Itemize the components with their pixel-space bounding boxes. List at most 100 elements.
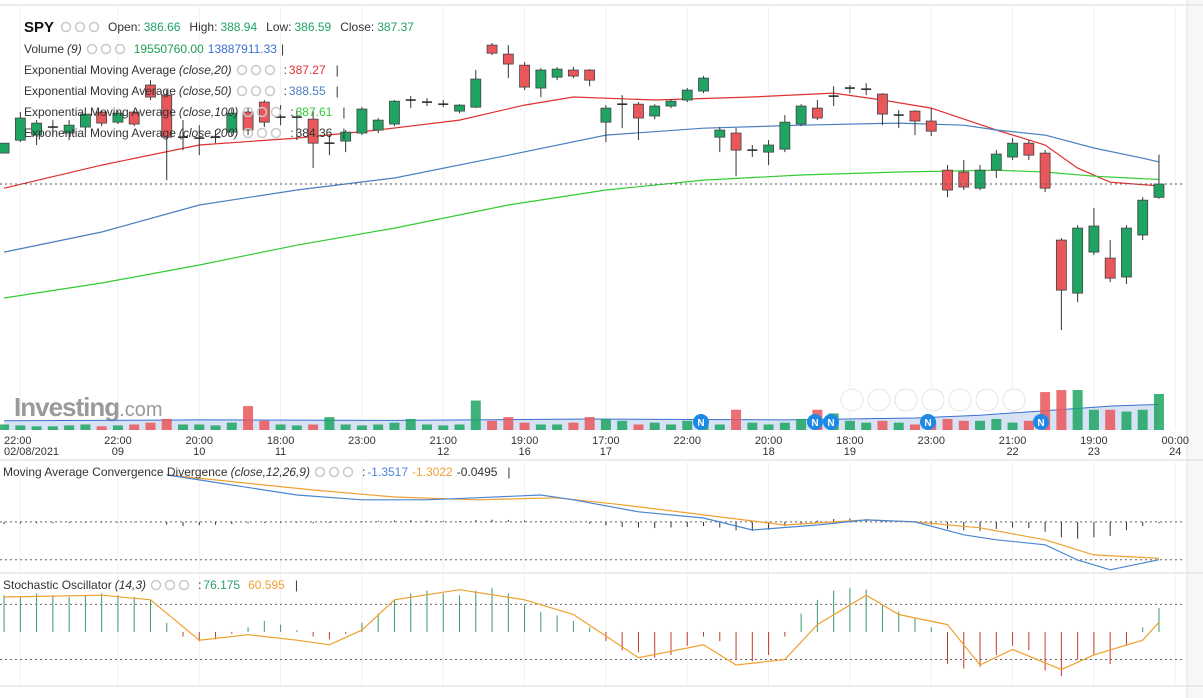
macd-line [166,474,1160,571]
legend-icons[interactable] [242,127,286,139]
indicator-value: 387.27 [288,63,326,77]
legend-icons[interactable] [236,85,280,97]
candle-body [665,100,677,107]
volume-bar [1105,409,1116,430]
candle-body [372,119,384,131]
legend-icon [271,127,282,139]
indicator-params: (14,3) [114,578,147,592]
candle-body [649,105,661,117]
legend-icon [271,106,282,118]
news-marker-label: N [1037,418,1044,429]
legend-icon [264,64,275,76]
separator: : [283,84,287,98]
indicator-name: Exponential Moving Average [24,84,176,98]
volume-bar [1153,393,1164,430]
volume-bar [893,422,904,430]
zoom-button [948,388,972,412]
legend-icons[interactable] [86,43,130,55]
volume-bar [0,424,10,430]
indicator-value: 384.36 [295,126,333,140]
separator: | [507,465,511,479]
volume-bar [1088,409,1099,430]
volume-bar [356,425,367,430]
legend-icon [150,579,162,591]
candle-body [877,93,888,115]
volume-bar [161,418,172,430]
candle-body [340,131,352,142]
news-marker-label: N [697,418,704,429]
zoom-button [1002,388,1026,412]
volume-bar [991,418,1002,430]
news-marker [823,414,839,430]
legend-icons[interactable] [242,106,286,118]
volume-bar [665,424,676,430]
volume-bar [731,409,742,430]
candle-body [1072,227,1084,294]
indicator-value: 387.61 [295,105,333,119]
candle-body [1007,142,1018,158]
candle-body [1153,183,1165,198]
volume-bar [129,424,140,430]
legend-icon [328,466,340,478]
volume-value: 19550760.00 [133,42,204,56]
candle-body [307,118,319,144]
volume-bar [15,425,26,430]
x-tick-date: 18 [762,446,774,458]
candle-body [714,129,726,138]
legend-icon [236,64,247,76]
legend-icons[interactable] [60,21,104,33]
volume-bar [942,418,953,430]
x-tick-label: 17:00 [592,435,620,447]
separator: : [290,126,294,140]
candle-body [470,78,482,108]
volume-bar [617,420,628,430]
volume-bar [1137,409,1148,430]
legend-icons[interactable] [150,579,194,591]
separator: | [342,105,346,119]
volume-bar [519,422,530,430]
x-tick-label: 00:00 [1161,435,1189,447]
candle-body [0,142,10,154]
zoom-button [975,388,999,412]
x-tick-date: 11 [275,446,286,458]
legend-icons[interactable] [236,64,280,76]
volume-bar [405,418,416,430]
x-tick-label: 22:00 [104,435,132,447]
volume-ma-value: 13887911.33 [207,42,277,56]
candle-body [1023,142,1035,156]
separator: : [283,63,287,77]
volume-bar [438,425,449,430]
volume-bar [454,424,465,430]
candle-body [161,94,173,138]
volume-bar [535,424,546,430]
x-tick-label: 22:00 [4,435,32,447]
macd-legend: Moving Average Convergence Divergence (cl… [3,464,515,480]
x-tick-date: 24 [1169,446,1181,458]
candle-body [96,111,108,124]
volume-bar [324,417,335,430]
x-tick-label: 21:00 [999,435,1027,447]
x-tick-date: 12 [437,446,449,458]
ohlc-value: 386.66 [143,20,181,34]
legend-icons[interactable] [314,466,358,478]
volume-bar [909,424,920,430]
news-marker-label: N [811,418,818,429]
macd-value: -1.3517 [367,465,409,479]
volume-bar [975,420,986,430]
indicator-name: Stochastic Oscillator [3,578,112,592]
candle-body [633,103,644,119]
volume-bar [682,420,693,430]
signal-value: -1.3022 [412,465,453,479]
separator: | [335,84,339,98]
candle-body [1137,199,1149,236]
volume-bar [389,422,400,430]
volume-bar [1121,411,1132,430]
x-tick-date: 16 [518,446,530,458]
volume-bar [194,424,205,430]
volume-bar [714,424,725,430]
separator: : [198,578,202,592]
volume-bar [649,422,660,430]
watermark-brand: Investing [14,392,119,422]
